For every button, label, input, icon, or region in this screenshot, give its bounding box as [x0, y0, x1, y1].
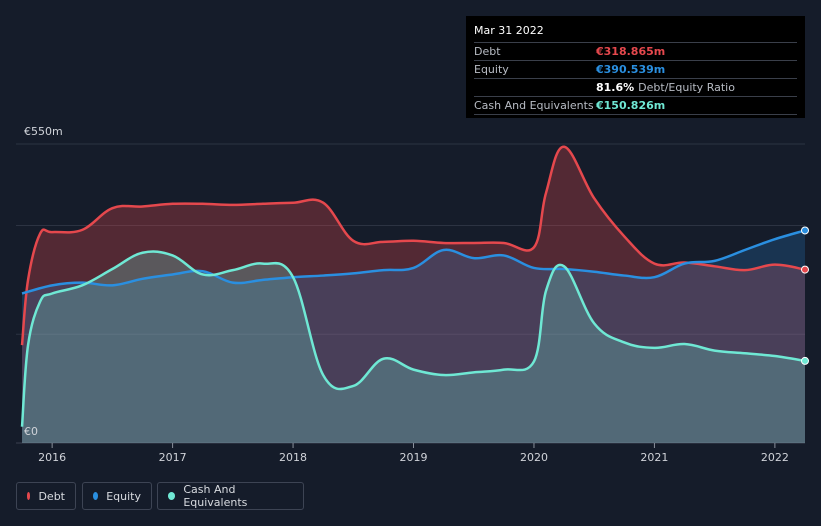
x-tick-label: 2016	[38, 451, 66, 464]
equity-area	[22, 230, 806, 443]
legend-debt-label: Debt	[38, 489, 65, 503]
gridlines	[16, 143, 805, 444]
equity-line	[21, 229, 806, 295]
tooltip-debt-row: Debt €318.865m	[474, 43, 797, 61]
x-axis: 2016 2017 2018 2019 2020 2021 2022	[38, 443, 789, 464]
tooltip: Mar 31 2022 Debt €318.865m Equity €390.5…	[466, 16, 805, 118]
debt-endpoint	[801, 265, 809, 274]
tooltip-equity-label: Equity	[474, 63, 509, 76]
cash-area	[22, 251, 806, 443]
tooltip-cash-value: €150.826m	[596, 99, 666, 112]
tooltip-cash-row: Cash And Equivalents €150.826m	[474, 97, 797, 115]
tooltip-equity-value: €390.539m	[596, 63, 666, 76]
tooltip-date: Mar 31 2022	[474, 22, 797, 43]
equity-endpoint	[801, 226, 809, 235]
x-tick-label: 2021	[640, 451, 668, 464]
tooltip-ratio-value: 81.6%	[596, 81, 635, 94]
y-axis: €550m €0	[24, 125, 63, 438]
cash-dot-icon	[168, 492, 176, 500]
x-tick-label: 2020	[520, 451, 548, 464]
legend-debt[interactable]: Debt	[16, 482, 76, 510]
x-tick-label: 2017	[159, 451, 187, 464]
tooltip-equity-row: Equity €390.539m	[474, 61, 797, 79]
legend-cash-label: Cash And Equivalents	[183, 483, 248, 509]
cash-endpoint	[801, 356, 809, 365]
tooltip-ratio-label: Debt/Equity Ratio	[638, 81, 735, 94]
series-areas	[22, 146, 806, 443]
equity-dot-icon	[93, 492, 99, 500]
legend-equity-label: Equity	[106, 489, 141, 503]
y-tick-label-zero: €0	[24, 425, 38, 438]
tooltip-cash-label: Cash And Equivalents	[474, 99, 594, 112]
legend-cash[interactable]: Cash And Equivalents	[157, 482, 304, 510]
y-tick-label-max: €550m	[24, 125, 63, 138]
debt-line	[20, 145, 806, 346]
tooltip-ratio-row: 81.6% Debt/Equity Ratio	[474, 79, 797, 97]
series-lines	[20, 145, 806, 427]
tooltip-debt-label: Debt	[474, 45, 501, 58]
x-tick-label: 2018	[279, 451, 307, 464]
cash-line	[20, 250, 806, 427]
debt-dot-icon	[27, 492, 31, 500]
legend-equity[interactable]: Equity	[82, 482, 152, 510]
x-tick-label: 2022	[761, 451, 789, 464]
x-tick-label: 2019	[400, 451, 428, 464]
tooltip-debt-value: €318.865m	[596, 45, 666, 58]
series-endpoints	[801, 226, 809, 365]
